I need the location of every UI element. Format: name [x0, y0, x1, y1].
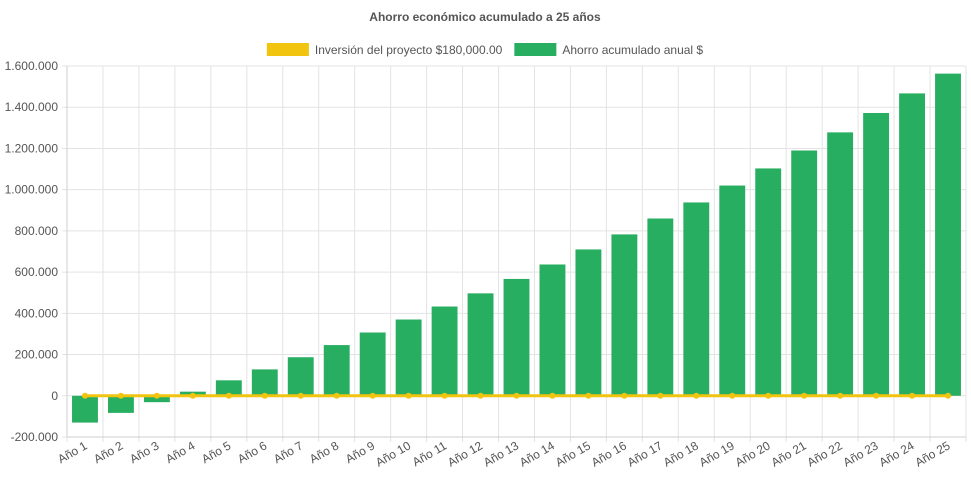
investment-point [585, 392, 592, 399]
bar [791, 150, 818, 396]
bar [611, 234, 638, 396]
x-tick-label: Año 6 [235, 438, 269, 466]
legend-label[interactable]: Inversión del proyecto $180,000.00 [315, 43, 503, 57]
investment-point [657, 392, 664, 399]
x-tick-label: Año 5 [199, 438, 233, 466]
investment-point [837, 392, 844, 399]
investment-point [117, 392, 124, 399]
bar [215, 380, 242, 396]
investment-point [513, 392, 520, 399]
bar [899, 93, 926, 396]
investment-point [81, 392, 88, 399]
bar [503, 278, 530, 396]
x-tick-label: Año 22 [805, 438, 845, 469]
bar [431, 306, 458, 396]
y-tick-label: 800.000 [15, 224, 59, 238]
line-series [81, 392, 952, 399]
bar [719, 185, 746, 396]
x-tick-label: Año 21 [769, 438, 809, 469]
investment-point [333, 392, 340, 399]
x-tick-label: Año 4 [163, 438, 197, 466]
x-tick-label: Año 18 [661, 438, 701, 469]
y-tick-label: -200.000 [11, 430, 59, 444]
x-tick-label: Año 15 [553, 438, 593, 469]
y-tick-label: 0 [51, 389, 58, 403]
investment-point [225, 392, 232, 399]
x-tick-label: Año 8 [307, 438, 341, 466]
bar [287, 357, 314, 396]
x-tick-label: Año 7 [271, 438, 305, 466]
bar [755, 168, 782, 396]
bar [647, 218, 674, 396]
y-tick-label: 400.000 [15, 306, 59, 320]
bar [863, 112, 890, 396]
bar [395, 319, 422, 396]
investment-point [153, 392, 160, 399]
x-tick-label: Año 12 [445, 438, 485, 469]
investment-point [261, 392, 268, 399]
investment-point [693, 392, 700, 399]
investment-point [945, 392, 952, 399]
investment-point [405, 392, 412, 399]
bar [575, 249, 602, 396]
legend-swatch[interactable] [266, 43, 309, 56]
bar [467, 293, 494, 396]
bar [143, 395, 170, 403]
investment-point [441, 392, 448, 399]
chart-legend: Inversión del proyecto $180,000.00 Ahorro… [266, 43, 703, 57]
x-tick-label: Año 10 [373, 438, 413, 469]
chart-grid [62, 65, 967, 442]
investment-point [765, 392, 772, 399]
investment-point [729, 392, 736, 399]
y-tick-label: 1.200.000 [5, 141, 59, 155]
investment-point [621, 392, 628, 399]
y-tick-label: 1.600.000 [5, 59, 59, 73]
investment-point [297, 392, 304, 399]
x-tick-label: Año 3 [127, 438, 161, 466]
x-tick-label: Año 19 [697, 438, 737, 469]
x-tick-label: Año 1 [55, 438, 89, 466]
chart-title: Ahorro económico acumulado a 25 años [369, 10, 601, 24]
y-axis-ticks: -200.000 0 200.000 400.000 600.000 800.000 1.0… [5, 59, 59, 444]
x-tick-label: Año 23 [841, 438, 881, 469]
bar [251, 369, 278, 396]
x-tick-label: Año 9 [343, 438, 377, 466]
x-tick-label: Año 11 [410, 438, 449, 469]
bar [323, 345, 350, 396]
x-tick-label: Año 20 [733, 438, 773, 469]
y-tick-label: 200.000 [15, 348, 59, 362]
bar [935, 73, 961, 396]
x-tick-label: Año 16 [589, 438, 629, 469]
x-tick-label: Año 13 [481, 438, 521, 469]
x-axis-ticks: Año 1 Año 2 Año 3 Año 4 Año 5 Año 6 Año 7 Año 8… [55, 438, 952, 469]
bar [683, 202, 710, 396]
investment-point [801, 392, 808, 399]
y-tick-label: 1.000.000 [5, 183, 59, 197]
investment-point [369, 392, 376, 399]
bar [359, 332, 386, 396]
bar-series [72, 73, 961, 423]
investment-point [549, 392, 556, 399]
investment-point [909, 392, 916, 399]
legend-label[interactable]: Ahorro acumulado anual $ [562, 43, 703, 57]
x-tick-label: Año 2 [91, 438, 125, 466]
x-tick-label: Año 14 [517, 438, 557, 469]
bar [827, 132, 854, 396]
legend-swatch[interactable] [514, 43, 557, 56]
x-tick-label: Año 25 [913, 438, 953, 469]
bar [539, 264, 566, 396]
investment-point [189, 392, 196, 399]
y-tick-label: 600.000 [15, 265, 59, 279]
investment-point [477, 392, 484, 399]
bar [72, 395, 98, 423]
bar [107, 395, 134, 413]
x-tick-label: Año 17 [625, 438, 665, 469]
investment-point [873, 392, 880, 399]
y-tick-label: 1.400.000 [5, 100, 59, 114]
x-tick-label: Año 24 [877, 438, 917, 469]
